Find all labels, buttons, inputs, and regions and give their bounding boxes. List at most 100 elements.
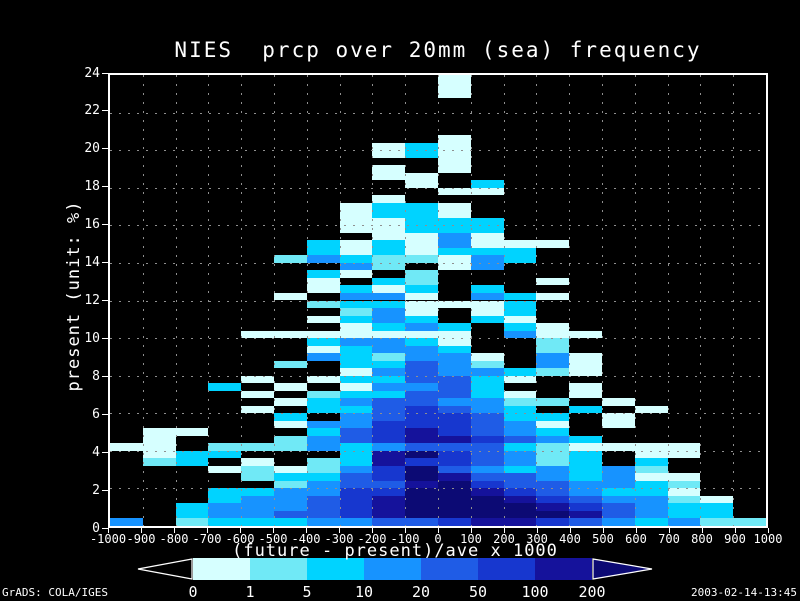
heatmap-cell: [405, 142, 438, 151]
heatmap-cell: [470, 308, 504, 316]
heatmap-cell: [339, 330, 373, 339]
heatmap-cell: [634, 488, 668, 496]
heatmap-cell: [405, 488, 438, 496]
x-tick-label: -500: [258, 532, 288, 546]
heatmap-cell: [667, 488, 701, 496]
heatmap-cell: [602, 488, 635, 496]
heatmap-cell: [339, 383, 373, 391]
heatmap-cell: [634, 503, 668, 511]
y-tick-mark: [102, 413, 108, 415]
heatmap-cell: [306, 428, 340, 436]
heatmap-cell: [634, 458, 668, 466]
x-tick-mark: [536, 528, 538, 533]
horizontal-gridline: [110, 262, 766, 264]
heatmap-cell: [569, 368, 602, 376]
colorbar-segment: [535, 558, 592, 580]
heatmap-cell: [438, 458, 471, 466]
heatmap-cell: [241, 495, 274, 504]
heatmap-cell: [241, 405, 274, 414]
heatmap-cell: [274, 488, 307, 496]
heatmap-cell: [339, 368, 373, 376]
x-tick-mark: [668, 528, 670, 533]
heatmap-cell: [306, 247, 340, 256]
heatmap-cell: [405, 217, 438, 226]
heatmap-cell: [536, 277, 570, 286]
heatmap-cell: [142, 435, 176, 444]
x-tick-mark: [602, 528, 604, 533]
heatmap-cell: [372, 375, 406, 384]
heatmap-cell: [569, 480, 602, 489]
heatmap-cell: [470, 180, 504, 188]
heatmap-cell: [634, 480, 668, 489]
heatmap-cell: [339, 480, 373, 489]
y-tick-mark: [102, 110, 108, 112]
heatmap-cell: [405, 413, 438, 421]
x-tick-mark: [239, 528, 241, 533]
x-tick-mark: [635, 528, 637, 533]
heatmap-cell: [306, 330, 340, 339]
heatmap-cell: [306, 420, 340, 429]
heatmap-cell: [470, 473, 504, 481]
x-tick-label: -200: [357, 532, 387, 546]
heatmap-cell: [372, 330, 406, 339]
heatmap-cell: [306, 375, 340, 384]
heatmap-cell: [372, 262, 406, 271]
y-tick-mark: [102, 148, 108, 150]
x-tick-label: -100: [390, 532, 420, 546]
heatmap-cell: [503, 443, 537, 451]
heatmap-cell: [405, 390, 438, 399]
heatmap-cell: [569, 443, 602, 451]
heatmap-cell: [339, 518, 373, 526]
heatmap-cell: [339, 413, 373, 421]
heatmap-cell: [503, 428, 537, 436]
heatmap-cell: [569, 353, 602, 361]
heatmap-cell: [536, 473, 570, 481]
heatmap-cell: [339, 270, 373, 278]
heatmap-cell: [372, 510, 406, 519]
heatmap-cell: [175, 518, 209, 526]
heatmap-cell: [306, 473, 340, 481]
heatmap-cell: [306, 488, 340, 496]
heatmap-cell: [503, 420, 537, 429]
heatmap-cell: [470, 450, 504, 459]
heatmap-cell: [372, 390, 406, 399]
x-tick-label: 200: [493, 532, 515, 546]
heatmap-cell: [372, 368, 406, 376]
heatmap-cell: [241, 375, 274, 384]
heatmap-cell: [503, 435, 537, 444]
x-tick-label: -700: [192, 532, 222, 546]
heatmap-cell: [306, 315, 340, 324]
heatmap-cell: [470, 443, 504, 451]
heatmap-cell: [438, 435, 471, 444]
y-tick-mark: [102, 262, 108, 264]
heatmap-cell: [274, 465, 307, 474]
heatmap-cell: [470, 413, 504, 421]
heatmap-cell: [470, 383, 504, 391]
heatmap-cell: [733, 518, 766, 526]
heatmap-cell: [470, 458, 504, 466]
heatmap-cell: [175, 510, 209, 519]
heatmap-cell: [306, 495, 340, 504]
heatmap-cell: [667, 443, 701, 451]
x-tick-mark: [305, 528, 307, 533]
heatmap-cell: [438, 323, 471, 331]
heatmap-cell: [306, 353, 340, 361]
heatmap-cell: [274, 360, 307, 369]
x-tick-mark: [272, 528, 274, 533]
heatmap-cell: [536, 240, 570, 248]
y-tick-mark: [102, 527, 108, 529]
x-tick-label: 800: [691, 532, 713, 546]
heatmap-cell: [208, 443, 242, 451]
heatmap-cell: [405, 315, 438, 324]
heatmap-cell: [438, 450, 471, 459]
heatmap-cell: [372, 292, 406, 301]
y-tick-label: 10: [84, 330, 100, 346]
colorbar-label: 0: [188, 583, 198, 601]
heatmap-cell: [470, 420, 504, 429]
heatmap-cell: [339, 292, 373, 301]
heatmap-cell: [503, 450, 537, 459]
heatmap-cell: [306, 480, 340, 489]
heatmap-cell: [667, 473, 701, 481]
x-tick-label: 400: [559, 532, 581, 546]
heatmap-cell: [241, 390, 274, 399]
